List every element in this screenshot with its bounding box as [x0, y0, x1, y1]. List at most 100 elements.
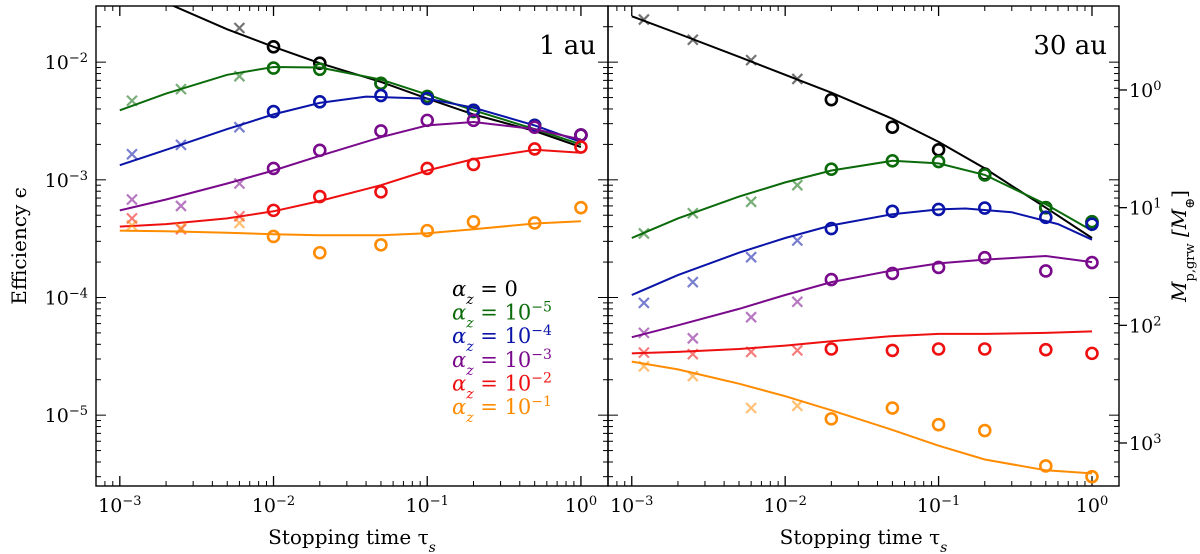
data-point-circle — [1085, 469, 1099, 484]
right-axis-tick-label: 103 — [1129, 431, 1161, 455]
data-point-circle — [312, 56, 327, 70]
legend-entry: αz = 10−1 — [452, 394, 552, 426]
series-line — [631, 330, 1093, 355]
data-point-circle — [266, 229, 281, 244]
panel-title: 1 au — [539, 31, 596, 61]
data-point-circle — [977, 201, 992, 215]
data-point-cross — [687, 276, 699, 288]
series-line — [631, 207, 1093, 296]
data-point-circle — [312, 245, 327, 260]
legend-entry: αz = 10−5 — [452, 300, 552, 332]
data-point-cross — [175, 83, 187, 95]
data-point-cross — [126, 193, 138, 206]
y-tick-label: 10−2 — [45, 51, 88, 75]
data-point-cross — [638, 297, 650, 309]
panel-title: 30 au — [1033, 31, 1107, 61]
data-point-circle — [266, 203, 281, 218]
data-point-circle — [1039, 200, 1053, 215]
series-line — [119, 95, 582, 167]
data-point-cross — [687, 332, 699, 345]
series-line — [119, 120, 582, 212]
data-point-cross — [175, 200, 187, 212]
y-tick-label: 10−3 — [45, 168, 88, 192]
data-point-cross — [638, 360, 650, 373]
data-point-cross — [233, 70, 246, 82]
data-point-cross — [638, 346, 650, 359]
data-point-cross — [233, 177, 246, 190]
y-tick-label: 10−4 — [45, 286, 88, 310]
data-point-circle — [266, 40, 281, 54]
data-point-circle — [885, 401, 900, 415]
data-point-circle — [931, 260, 946, 275]
legend-entry: αz = 10−4 — [452, 323, 552, 355]
panel-frame — [607, 5, 1120, 487]
data-point-cross — [745, 251, 757, 263]
legend: αz = 0αz = 10−5αz = 10−4αz = 10−3αz = 10… — [452, 277, 552, 426]
data-point-cross — [745, 346, 757, 358]
data-point-cross — [745, 402, 757, 414]
data-point-cross — [126, 219, 138, 232]
data-point-circle — [527, 142, 542, 156]
data-point-cross — [687, 207, 699, 220]
data-point-circle — [466, 157, 481, 172]
data-point-circle — [1085, 255, 1099, 270]
data-point-circle — [824, 162, 839, 177]
data-point-cross — [126, 148, 138, 160]
data-point-circle — [977, 342, 992, 356]
data-point-circle — [312, 189, 327, 204]
right-axis-tick-label: 101 — [1129, 196, 1161, 220]
x-axis-label: Stopping time τs — [268, 525, 436, 554]
data-point-circle — [977, 168, 992, 182]
panel-1au: 10−3 10−2 10−1 100 10−2 10−3 10−4 10−5 1 au Stopp… — [45, 5, 609, 554]
data-point-cross — [745, 196, 757, 208]
series-line — [119, 220, 581, 237]
data-point-cross — [175, 139, 187, 151]
data-point-cross — [126, 94, 138, 107]
data-point-circle — [885, 343, 900, 358]
x-tick-label: 10−2 — [252, 494, 295, 518]
data-point-circle — [977, 250, 992, 265]
series-line — [119, 148, 581, 228]
series-line — [119, 65, 582, 146]
data-point-circle — [574, 140, 588, 154]
data-point-cross — [791, 295, 804, 308]
data-point-cross — [638, 327, 650, 339]
data-point-circle — [931, 417, 946, 432]
data-point-circle — [885, 120, 900, 134]
series-line — [631, 15, 1093, 239]
y-tick-label: 10−5 — [45, 404, 88, 428]
data-point-circle — [1039, 459, 1053, 473]
data-point-circle — [1039, 342, 1053, 357]
data-point-cross — [745, 311, 757, 323]
data-point-circle — [420, 113, 435, 128]
data-point-circle — [1039, 264, 1053, 278]
data-point-circle — [420, 161, 435, 176]
data-point-circle — [312, 95, 327, 109]
data-point-circle — [885, 154, 900, 168]
data-point-circle — [885, 266, 900, 281]
data-point-cross — [791, 400, 804, 412]
data-point-circle — [824, 221, 839, 236]
data-point-circle — [1085, 217, 1099, 231]
data-point-circle — [312, 62, 327, 77]
data-point-circle — [527, 120, 542, 134]
x-axis-label: Stopping time τs — [780, 525, 948, 554]
data-point-cross — [687, 33, 699, 46]
data-point-cross — [745, 54, 757, 66]
x-tick-label: 10−2 — [763, 494, 806, 518]
data-point-circle — [374, 185, 388, 199]
data-point-cross — [791, 179, 804, 191]
data-point-cross — [638, 13, 650, 26]
data-point-circle — [1085, 346, 1099, 361]
data-point-circle — [824, 342, 839, 356]
right-axis-label: Mp,grw [M⊕] — [1167, 190, 1198, 303]
data-point-circle — [574, 200, 588, 215]
data-point-circle — [374, 124, 388, 138]
right-axis-tick-label: 102 — [1129, 314, 1161, 338]
data-point-cross — [233, 121, 246, 133]
series-line — [171, 6, 582, 148]
legend-entry: αz = 0 — [452, 277, 518, 308]
data-point-circle — [266, 161, 281, 176]
data-point-circle — [266, 61, 281, 75]
